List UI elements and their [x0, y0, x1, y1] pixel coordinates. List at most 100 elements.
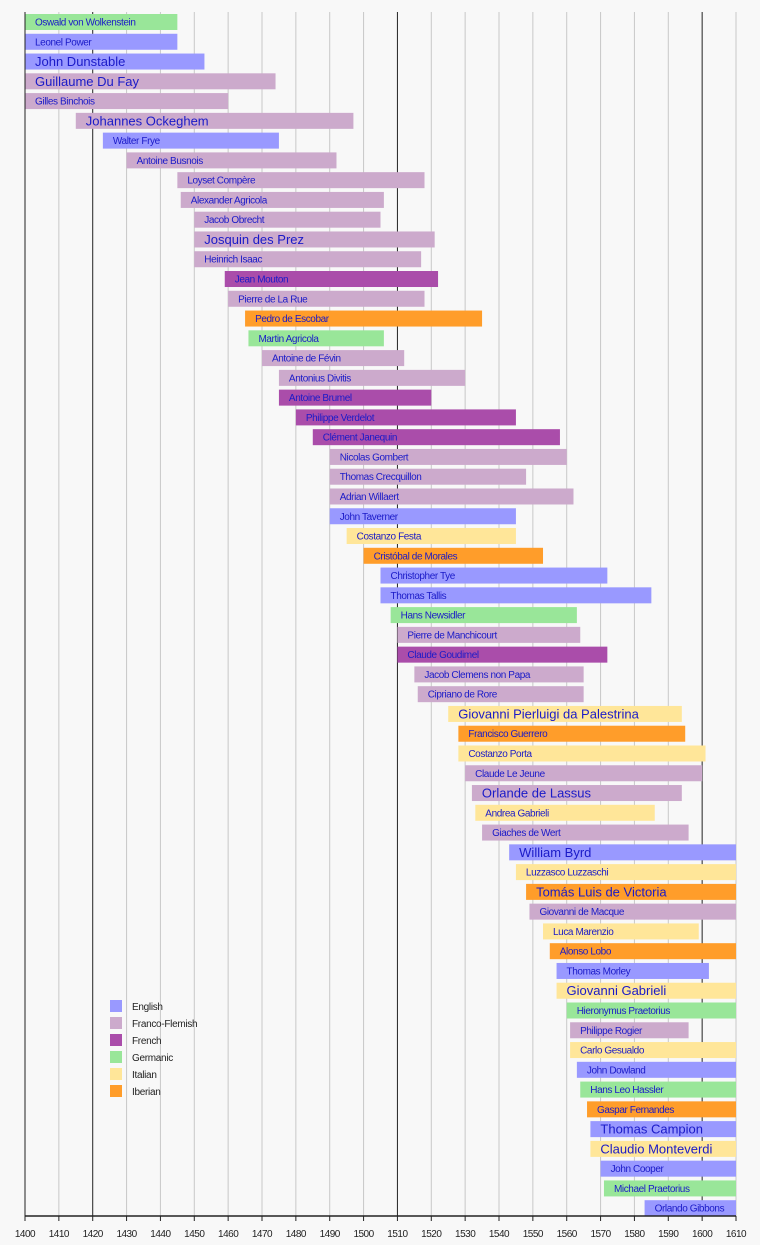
composer-label: Orlande de Lassus — [482, 786, 592, 801]
composer-label: Guillaume Du Fay — [35, 74, 140, 89]
composer-label: Luzzasco Luzzaschi — [526, 868, 608, 879]
x-tick-label: 1460 — [218, 1229, 239, 1240]
composer-label: Antoine Brumel — [289, 393, 352, 404]
legend-label: Franco-Flemish — [132, 1019, 197, 1030]
composer-bar — [566, 1002, 736, 1019]
composer-bar — [245, 310, 483, 327]
composer-bar — [397, 646, 608, 663]
composer-label: Thomas Morley — [567, 966, 631, 977]
composer-bar — [590, 1140, 736, 1157]
x-axis: 1400 1410 1420 1430 1440 1450 1460 1470 1480 1490… — [15, 12, 748, 1240]
x-tick-label: 1510 — [387, 1229, 408, 1240]
composer-bar — [329, 488, 574, 505]
composer-bar — [25, 33, 178, 50]
composer-bar — [390, 607, 577, 624]
composer-label: William Byrd — [519, 845, 591, 860]
composer-label: Alonso Lobo — [560, 947, 612, 958]
composer-label: John Dunstable — [35, 54, 125, 69]
legend-swatch — [110, 1034, 122, 1046]
composer-label: Jean Mouton — [235, 275, 288, 286]
composer-label: Andrea Gabrieli — [485, 808, 549, 819]
x-tick-label: 1540 — [489, 1229, 510, 1240]
composer-label: Claudio Monteverdi — [600, 1141, 712, 1156]
legend-label: Italian — [132, 1070, 157, 1081]
composer-bar — [262, 350, 405, 367]
composer-bar — [556, 962, 709, 979]
composer-label: John Cooper — [611, 1164, 665, 1175]
composer-bar — [482, 824, 689, 841]
composer-label: Philippe Verdelot — [306, 413, 375, 424]
composer-label: Claude Le Jeune — [475, 769, 545, 780]
composer-label: Thomas Crecquillon — [340, 472, 422, 483]
composer-bar — [576, 1061, 736, 1078]
composer-bar — [312, 429, 560, 446]
composer-label: Francisco Guerrero — [468, 729, 548, 740]
composer-label: Giovanni de Macque — [539, 907, 624, 918]
composer-bar — [448, 705, 682, 722]
composer-label: Giaches de Wert — [492, 828, 561, 839]
composer-bar — [600, 1160, 736, 1177]
composer-bar — [380, 587, 652, 604]
composer-bar — [25, 53, 205, 70]
composer-bar — [529, 903, 736, 920]
composer-label: Oswald von Wolkenstein — [35, 18, 136, 29]
x-tick-label: 1480 — [286, 1229, 307, 1240]
legend-swatch — [110, 1085, 122, 1097]
composer-bar — [102, 132, 279, 149]
composer-bars: Oswald von Wolkenstein Leonel Power John D… — [25, 14, 736, 1217]
composer-bar — [465, 765, 703, 782]
composer-bar — [329, 448, 567, 465]
composer-bar — [509, 844, 736, 861]
composer-label: Giovanni Gabrieli — [567, 983, 667, 998]
composer-bar — [580, 1081, 736, 1098]
composer-bar — [126, 152, 337, 169]
legend-label: Iberian — [132, 1087, 160, 1098]
composer-bar — [603, 1180, 736, 1197]
x-tick-label: 1500 — [353, 1229, 374, 1240]
composer-label: Gilles Binchois — [35, 97, 95, 108]
composer-bar — [587, 1101, 736, 1118]
composer-bar — [475, 804, 655, 821]
composer-label: Cipriano de Rore — [428, 690, 498, 701]
x-tick-label: 1550 — [523, 1229, 544, 1240]
composer-label: Jacob Clemens non Papa — [424, 670, 531, 681]
composer-label: Tomás Luis de Victoria — [536, 884, 667, 899]
composer-bar — [346, 528, 516, 545]
composer-bar — [380, 567, 608, 584]
composer-bar — [397, 626, 581, 643]
composer-bar — [590, 1121, 736, 1138]
legend-swatch — [110, 1000, 122, 1012]
composer-label: Antonius Divitis — [289, 373, 351, 384]
composer-bar — [526, 883, 736, 900]
composer-bar — [228, 290, 425, 307]
composer-bar — [570, 1042, 736, 1059]
composer-label: Giovanni Pierluigi da Palestrina — [458, 706, 639, 721]
x-tick-label: 1610 — [726, 1229, 747, 1240]
x-tick-label: 1560 — [557, 1229, 578, 1240]
composer-bar — [194, 231, 435, 248]
composer-label: Luca Marenzio — [553, 927, 614, 938]
composer-bar — [25, 93, 229, 110]
composer-bar — [329, 468, 527, 485]
composer-label: Pedro de Escobar — [255, 314, 330, 325]
x-tick-label: 1580 — [624, 1229, 645, 1240]
composer-label: John Taverner — [340, 512, 399, 523]
composer-bar — [25, 73, 276, 90]
composer-label: Thomas Tallis — [391, 591, 447, 602]
composer-bar — [194, 211, 381, 228]
composer-bar — [180, 191, 384, 208]
composer-label: Leonel Power — [35, 37, 92, 48]
composer-label: Claude Goudimel — [407, 650, 478, 661]
legend-label: Germanic — [132, 1053, 173, 1064]
legend-swatch — [110, 1068, 122, 1080]
composer-label: Nicolas Gombert — [340, 452, 409, 463]
composer-label: Antoine Busnois — [137, 156, 204, 167]
composer-bar — [278, 369, 466, 386]
composer-label: Pierre de Manchicourt — [407, 630, 497, 641]
x-tick-label: 1470 — [252, 1229, 273, 1240]
composer-bar — [177, 172, 425, 189]
legend-label: English — [132, 1002, 163, 1013]
x-tick-label: 1420 — [83, 1229, 104, 1240]
composer-label: Cristóbal de Morales — [374, 551, 458, 562]
composer-bar — [25, 14, 178, 30]
